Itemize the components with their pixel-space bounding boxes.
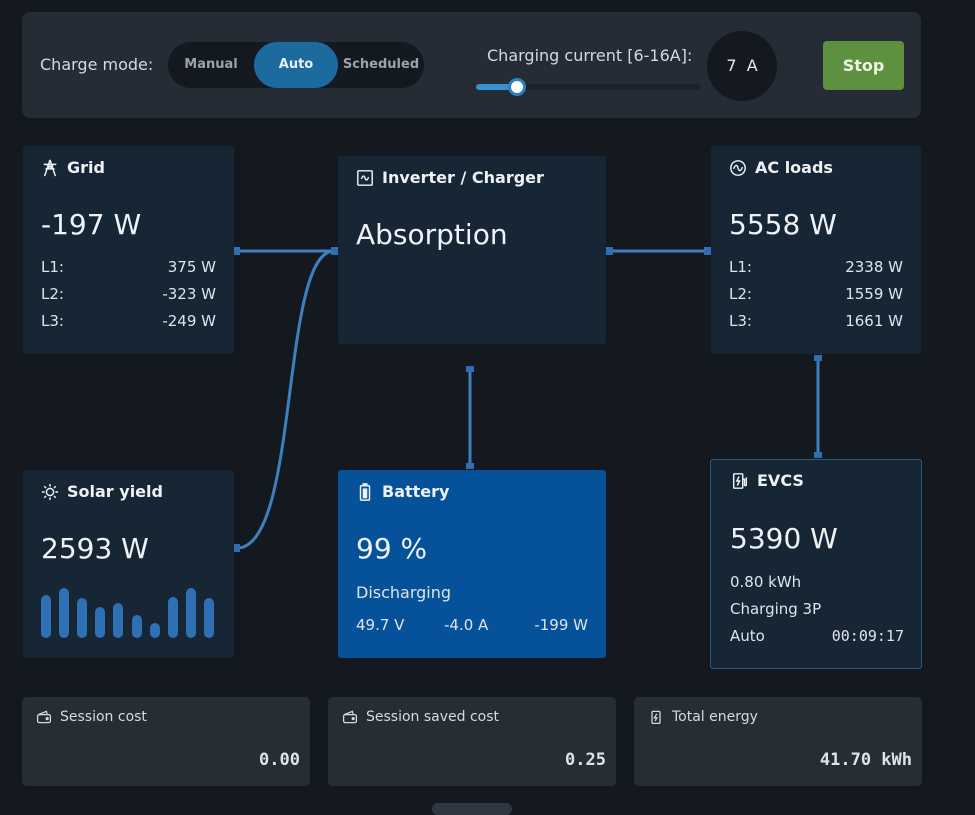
ac-l1-label: L1: (729, 258, 752, 276)
solar-history-bar (41, 595, 51, 638)
total-energy-card[interactable]: Total energy 41.70 kWh (634, 697, 922, 786)
grid-l1-value: 375 W (167, 258, 216, 276)
ac-wave-icon (730, 159, 746, 176)
grid-l2-value: -323 W (162, 285, 216, 303)
charge-mode-label: Charge mode: (40, 55, 154, 74)
slider-thumb[interactable] (507, 78, 526, 96)
solar-history-bar (95, 607, 105, 638)
ac-l3-value: 1661 W (845, 312, 903, 330)
solar-history-bar (150, 623, 160, 638)
ac-l3-label: L3: (729, 312, 752, 330)
energy-icon (651, 710, 661, 725)
session-saved-cost-card[interactable]: Session saved cost 0.25 (328, 697, 616, 786)
solar-history-bar (77, 598, 87, 638)
evcs-status: Charging 3P (730, 600, 822, 618)
grid-l3-label: L3: (41, 312, 64, 330)
inverter-state: Absorption (356, 218, 508, 251)
grid-panel[interactable]: Grid -197 W L1: 375 W L2: -323 W L3: -24… (23, 146, 234, 354)
charge-mode-selector: Manual Auto Scheduled (168, 42, 424, 88)
grid-l2-label: L2: (41, 285, 64, 303)
battery-panel[interactable]: Battery 99 % Discharging 49.7 V -4.0 A -… (338, 470, 606, 658)
grid-l1-label: L1: (41, 258, 64, 276)
battery-state: Discharging (356, 583, 452, 602)
current-value: 7 (726, 56, 737, 75)
session-saved-cost-value: 0.25 (565, 750, 606, 770)
solar-history-chart (41, 588, 221, 638)
solar-history-bar (59, 588, 69, 638)
evcs-energy: 0.80 kWh (730, 573, 802, 591)
evcs-title: EVCS (757, 471, 804, 490)
page-indicator[interactable] (432, 803, 512, 815)
mode-scheduled-button[interactable]: Scheduled (342, 57, 420, 72)
evcs-session-time: 00:09:17 (831, 627, 904, 645)
ev-charger-icon (732, 472, 748, 489)
charge-control-bar (22, 12, 921, 118)
battery-voltage: 49.7 V (356, 616, 405, 634)
charging-current-slider[interactable] (476, 84, 701, 90)
evcs-mode: Auto (730, 627, 765, 645)
solar-history-bar (113, 603, 123, 638)
ac-l2-label: L2: (729, 285, 752, 303)
sun-icon (41, 483, 59, 500)
solar-title: Solar yield (67, 482, 163, 501)
grid-title: Grid (67, 158, 105, 177)
battery-current: -4.0 A (444, 616, 489, 634)
battery-soc: 99 % (356, 532, 428, 565)
session-cost-title: Session cost (60, 709, 147, 725)
total-energy-value: 41.70 kWh (819, 750, 912, 770)
battery-power: -199 W (534, 616, 588, 634)
grid-power: -197 W (41, 208, 142, 241)
solar-history-bar (186, 588, 196, 638)
solar-history-bar (132, 615, 142, 638)
pylon-icon (43, 159, 57, 176)
charging-current-label: Charging current [6-16A]: (487, 46, 693, 65)
ac-loads-title: AC loads (755, 158, 833, 177)
solar-history-bar (204, 598, 214, 638)
evcs-power: 5390 W (730, 522, 838, 555)
ac-l2-value: 1559 W (845, 285, 903, 303)
current-readout[interactable]: 7 A (707, 31, 777, 101)
ac-loads-panel[interactable]: AC loads 5558 W L1: 2338 W L2: 1559 W L3… (711, 146, 921, 354)
session-saved-cost-title: Session saved cost (366, 709, 500, 725)
solar-power: 2593 W (41, 532, 149, 565)
evcs-panel[interactable]: EVCS 5390 W 0.80 kWh Charging 3P Auto 00… (710, 459, 922, 669)
ac-loads-power: 5558 W (729, 208, 837, 241)
solar-panel[interactable]: Solar yield 2593 W (23, 470, 234, 658)
mode-auto-button[interactable]: Auto (254, 42, 338, 88)
wallet-icon (342, 710, 358, 724)
slider-fill (476, 84, 517, 90)
solar-history-bar (168, 597, 178, 638)
session-cost-value: 0.00 (259, 750, 300, 770)
mode-manual-button[interactable]: Manual (184, 57, 238, 72)
inverter-panel[interactable]: Inverter / Charger Absorption (338, 156, 606, 344)
current-unit: A (746, 56, 758, 75)
battery-icon (359, 482, 371, 501)
ac-l1-value: 2338 W (845, 258, 903, 276)
session-cost-card[interactable]: Session cost 0.00 (22, 697, 310, 786)
wallet-icon (36, 710, 52, 724)
total-energy-title: Total energy (672, 709, 758, 725)
grid-l3-value: -249 W (162, 312, 216, 330)
stop-button[interactable]: Stop (823, 41, 904, 90)
inverter-title: Inverter / Charger (382, 168, 544, 187)
inverter-icon (357, 169, 373, 186)
battery-title: Battery (382, 482, 450, 501)
